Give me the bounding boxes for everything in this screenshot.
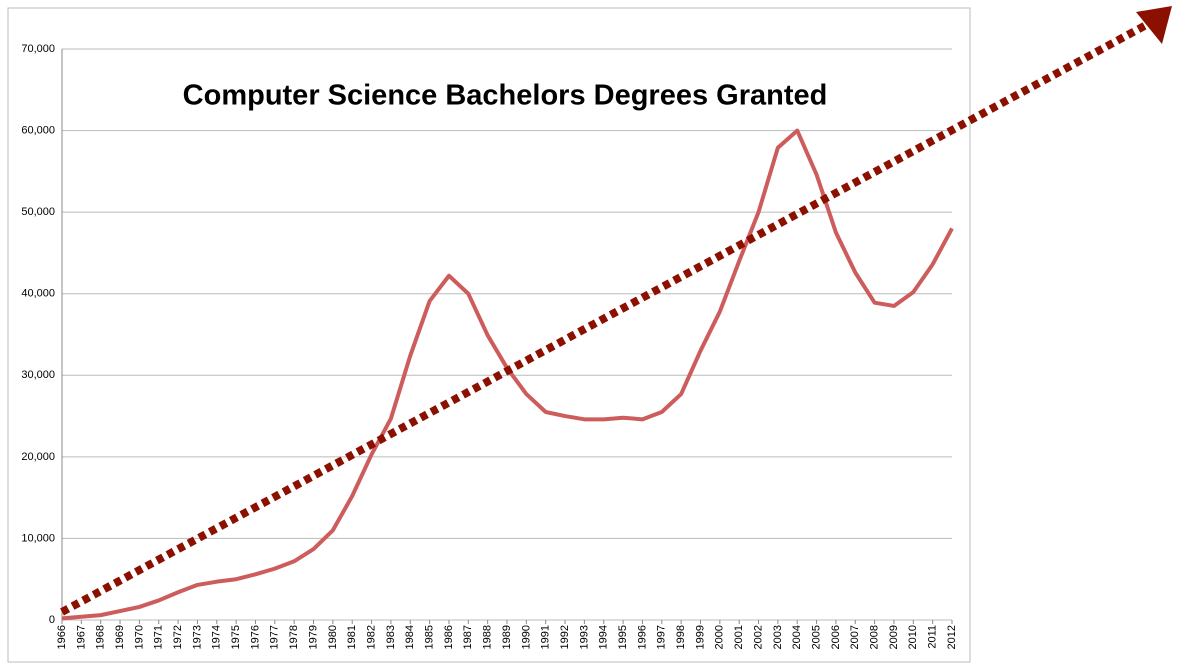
x-tick-label: 1983 — [385, 625, 397, 649]
chart-title: Computer Science Bachelors Degrees Grant… — [183, 80, 828, 112]
plot: 0 10,000 20,000 30,000 40,000 50,000 60,000 70,… — [21, 43, 958, 650]
x-tick-label: 1977 — [269, 625, 281, 649]
x-tick-label: 1986 — [443, 625, 455, 649]
y-tick-label: 10,000 — [21, 532, 55, 544]
x-tick-label: 1998 — [675, 625, 687, 649]
x-tick-label: 1978 — [288, 625, 300, 649]
x-tick-label: 1981 — [346, 625, 358, 649]
x-tick-label: 2011 — [927, 625, 939, 649]
x-tick-label: 1989 — [501, 625, 513, 649]
x-tick-label: 1974 — [211, 625, 223, 649]
x-tick-label: 1973 — [191, 625, 203, 649]
x-tick-label: 1997 — [656, 625, 668, 649]
y-tick-label: 50,000 — [21, 206, 55, 218]
x-tick-label: 1971 — [153, 625, 165, 649]
x-tick-label: 1994 — [598, 625, 610, 649]
x-tick-label: 1992 — [559, 625, 571, 649]
x-tick-label: 2006 — [830, 625, 842, 649]
x-tick-label: 1976 — [249, 625, 261, 649]
y-tick-label: 30,000 — [21, 369, 55, 381]
x-tick-label: 1985 — [424, 625, 436, 649]
x-tick-label: 1982 — [365, 625, 377, 649]
x-tick-label: 2001 — [733, 625, 745, 649]
x-tick-label: 2000 — [714, 625, 726, 649]
x-tick-label: 1993 — [578, 625, 590, 649]
x-tick-label: 1995 — [617, 625, 629, 649]
x-tick-label: 1979 — [307, 625, 319, 649]
x-tick-label: 2004 — [791, 625, 803, 649]
x-tick-label: 1990 — [520, 625, 532, 649]
y-tick-label: 0 — [49, 614, 55, 626]
y-tick-label: 70,000 — [21, 43, 55, 55]
x-tick-label: 1988 — [482, 625, 494, 649]
x-tick-label: 1975 — [230, 625, 242, 649]
trend-line — [60, 20, 1150, 616]
x-tick-label: 1984 — [404, 625, 416, 649]
x-tick-label: 1999 — [694, 625, 706, 649]
x-tick-label: 2009 — [888, 625, 900, 649]
x-tick-label: 2002 — [752, 625, 764, 649]
x-tick-label: 2008 — [869, 625, 881, 649]
y-tick-label: 60,000 — [21, 124, 55, 136]
x-tick-label: 1966 — [56, 625, 68, 649]
y-tick-label: 20,000 — [21, 451, 55, 463]
x-tick-label: 2012 — [946, 625, 958, 649]
y-tick-label: 40,000 — [21, 288, 55, 300]
x-tick-label: 1968 — [95, 625, 107, 649]
x-tick-label: 1991 — [540, 625, 552, 649]
arrow-head — [1136, 6, 1172, 44]
x-tick-label: 2005 — [810, 625, 822, 649]
trend-arrow — [60, 6, 1172, 616]
x-tick-label: 1980 — [327, 625, 339, 649]
x-tick-label: 2003 — [772, 625, 784, 649]
x-tick-label: 1987 — [462, 625, 474, 649]
x-tick-label: 1967 — [75, 625, 87, 649]
x-tick-label: 1969 — [114, 625, 126, 649]
x-tick-label: 1970 — [133, 625, 145, 649]
x-tick-label: 2007 — [849, 625, 861, 649]
x-tick-label: 1972 — [172, 625, 184, 649]
x-tick-label: 1996 — [636, 625, 648, 649]
x-tick-label: 2010 — [907, 625, 919, 649]
